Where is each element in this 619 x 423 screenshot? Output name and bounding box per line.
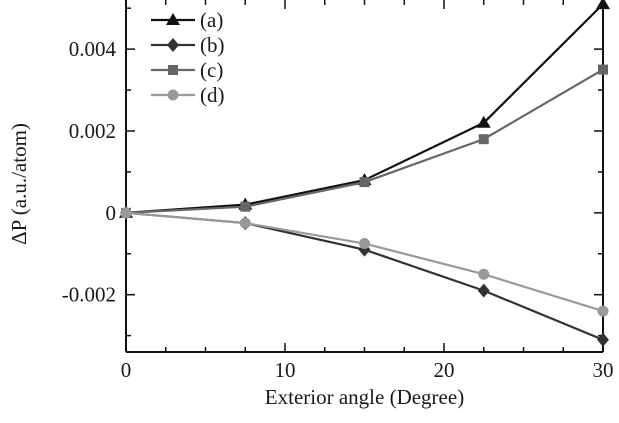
data-point	[120, 207, 132, 219]
data-point	[477, 283, 490, 298]
legend-label: (c)	[200, 58, 223, 82]
series-layer	[119, 0, 610, 347]
data-point	[476, 115, 491, 128]
data-point	[478, 268, 490, 280]
legend-item: (b)	[151, 33, 225, 57]
series-b	[120, 205, 609, 347]
legend-marker	[167, 89, 179, 101]
data-point	[596, 0, 610, 10]
series-line	[125, 211, 604, 313]
data-point	[359, 238, 370, 250]
y-tick-label: -0.002	[62, 283, 116, 307]
legend-item: (d)	[151, 83, 225, 107]
y-axis-title: ΔP (a.u./atom)	[7, 123, 31, 245]
data-point	[597, 332, 609, 347]
x-tick-label: 20	[434, 358, 455, 382]
x-tick-label: 30	[593, 358, 614, 382]
data-point	[359, 177, 370, 188]
y-tick-label: 0	[106, 201, 117, 225]
x-tick-label: 10	[275, 358, 296, 382]
legend-marker	[166, 13, 180, 25]
legend-label: (b)	[200, 33, 225, 57]
series-line	[125, 68, 604, 214]
y-tick-label: 0.002	[69, 119, 116, 143]
y-tick-label: 0.004	[69, 37, 117, 61]
data-point	[597, 305, 609, 317]
data-point	[598, 64, 608, 75]
legend-marker	[168, 65, 178, 75]
legend-label: (a)	[200, 8, 223, 32]
series-d	[120, 207, 609, 317]
data-point	[478, 134, 489, 145]
x-tick-label: 0	[121, 358, 132, 382]
x-axis-title: Exterior angle (Degree)	[265, 385, 464, 409]
legend-label: (d)	[200, 83, 225, 107]
axes: 0 10 20 30 -0.002 0 0.002 0.004	[62, 0, 614, 382]
legend-marker	[167, 38, 179, 52]
data-point	[239, 217, 251, 229]
series-line	[125, 211, 604, 341]
legend-item: (c)	[151, 58, 223, 82]
series-c	[121, 64, 608, 218]
data-point	[240, 201, 251, 212]
legend: (a)(b)(c)(d)	[151, 8, 225, 107]
legend-item: (a)	[151, 8, 223, 32]
